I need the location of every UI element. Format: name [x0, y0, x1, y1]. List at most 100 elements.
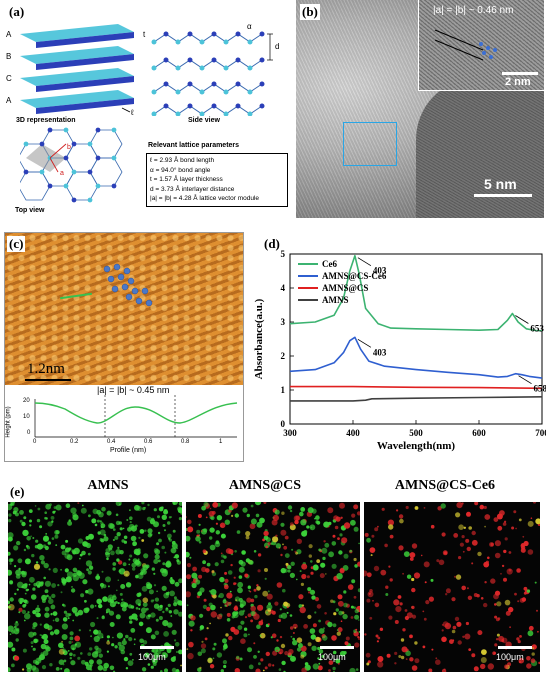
cell-spot [307, 642, 312, 647]
cell-spot [86, 568, 89, 572]
cell-spot [223, 643, 228, 647]
cell-spot [521, 597, 527, 602]
cell-spot [254, 502, 262, 506]
cell-spot [394, 662, 397, 665]
stm-scale-label: 1.2nm [27, 361, 65, 377]
cell-spot [125, 634, 129, 639]
cell-spot [32, 587, 36, 591]
cell-spot [169, 579, 175, 585]
cell-spot [264, 666, 268, 670]
cell-spot [31, 645, 33, 648]
cell-spot [396, 509, 399, 512]
cell-spot [105, 576, 111, 583]
cell-spot [487, 556, 490, 560]
cell-spot [256, 624, 261, 629]
cell-spot [67, 520, 73, 526]
caption-side: Side view [188, 117, 220, 124]
cell-spot [147, 528, 153, 534]
cell-spot [245, 535, 250, 540]
cell-spot [112, 567, 116, 571]
cell-spot [502, 522, 507, 526]
cell-spot [198, 523, 201, 526]
cell-spot [457, 640, 462, 645]
cell-spot [353, 595, 357, 599]
cell-spot [19, 601, 23, 604]
cell-spot [138, 608, 141, 610]
cell-spot [60, 568, 62, 571]
cell-spot [458, 524, 464, 530]
cell-spot [219, 522, 226, 529]
cell-spot [264, 568, 268, 572]
cell-spot [279, 635, 283, 639]
cell-spot [32, 610, 37, 615]
cell-spot [125, 582, 132, 588]
cell-spot [255, 513, 260, 518]
cell-spot [441, 668, 447, 672]
cell-spot [483, 602, 488, 608]
cell-spot [130, 628, 136, 633]
cell-spot [263, 530, 269, 537]
cell-spot [283, 670, 286, 672]
cell-spot [335, 608, 339, 612]
cell-spot [128, 615, 133, 620]
cell-spot [331, 541, 337, 546]
cell-spot [139, 612, 146, 619]
cell-spot [347, 584, 354, 590]
cell-spot [338, 550, 343, 555]
cell-spot [14, 655, 20, 661]
tem-scale-label: 5 nm [484, 176, 517, 192]
cell-spot [142, 564, 149, 571]
cell-spot [365, 652, 371, 658]
cell-spot [234, 605, 238, 609]
cell-spot [209, 527, 215, 533]
cell-spot [130, 535, 137, 542]
cell-spot [220, 533, 226, 539]
cell-spot [201, 566, 207, 573]
cell-spot [455, 574, 462, 580]
cell-spot [141, 667, 147, 672]
x-tick-label: 600 [472, 428, 486, 438]
cell-spot [253, 550, 257, 553]
cell-spot [452, 625, 457, 630]
cell-spot [150, 634, 156, 640]
cell-spot [369, 589, 373, 593]
cell-spot [62, 663, 65, 666]
cell-spot [165, 592, 170, 596]
param-bond-angle: α = 94.0° bond angle [150, 166, 211, 174]
cell-spot [266, 604, 273, 611]
cell-spot [79, 557, 81, 560]
legend-entry: AMNS@CS-Ce6 [322, 271, 387, 281]
cell-spot [178, 578, 182, 584]
cell-spot [30, 665, 37, 671]
cell-spot [171, 542, 178, 549]
cell-spot [301, 573, 307, 580]
cell-spot [227, 570, 233, 575]
cell-spot [224, 578, 229, 583]
cell-spot [339, 568, 345, 574]
cell-spot [77, 538, 84, 544]
cell-spot [280, 567, 286, 574]
cell-spot [350, 605, 354, 609]
cell-spot [239, 657, 243, 661]
cell-spot [280, 522, 285, 527]
cell-spot [374, 527, 379, 532]
cell-spot [388, 524, 394, 530]
cell-spot [145, 627, 152, 634]
cell-spot [35, 539, 39, 543]
cell-spot [167, 521, 171, 525]
cell-spot [210, 515, 215, 521]
cell-spot [167, 622, 173, 628]
cell-spot [462, 550, 465, 553]
cell-spot [119, 550, 124, 555]
cell-spot [208, 590, 212, 593]
cell-spot [377, 661, 384, 668]
cell-spot [210, 611, 217, 618]
cell-spot [411, 665, 418, 671]
cell-spot [191, 572, 198, 579]
cell-spot [18, 611, 21, 614]
cell-spot [441, 629, 444, 632]
cell-spot [471, 539, 478, 546]
cell-spot [129, 652, 133, 656]
cell-spot [102, 596, 108, 602]
cell-spot [25, 588, 29, 592]
